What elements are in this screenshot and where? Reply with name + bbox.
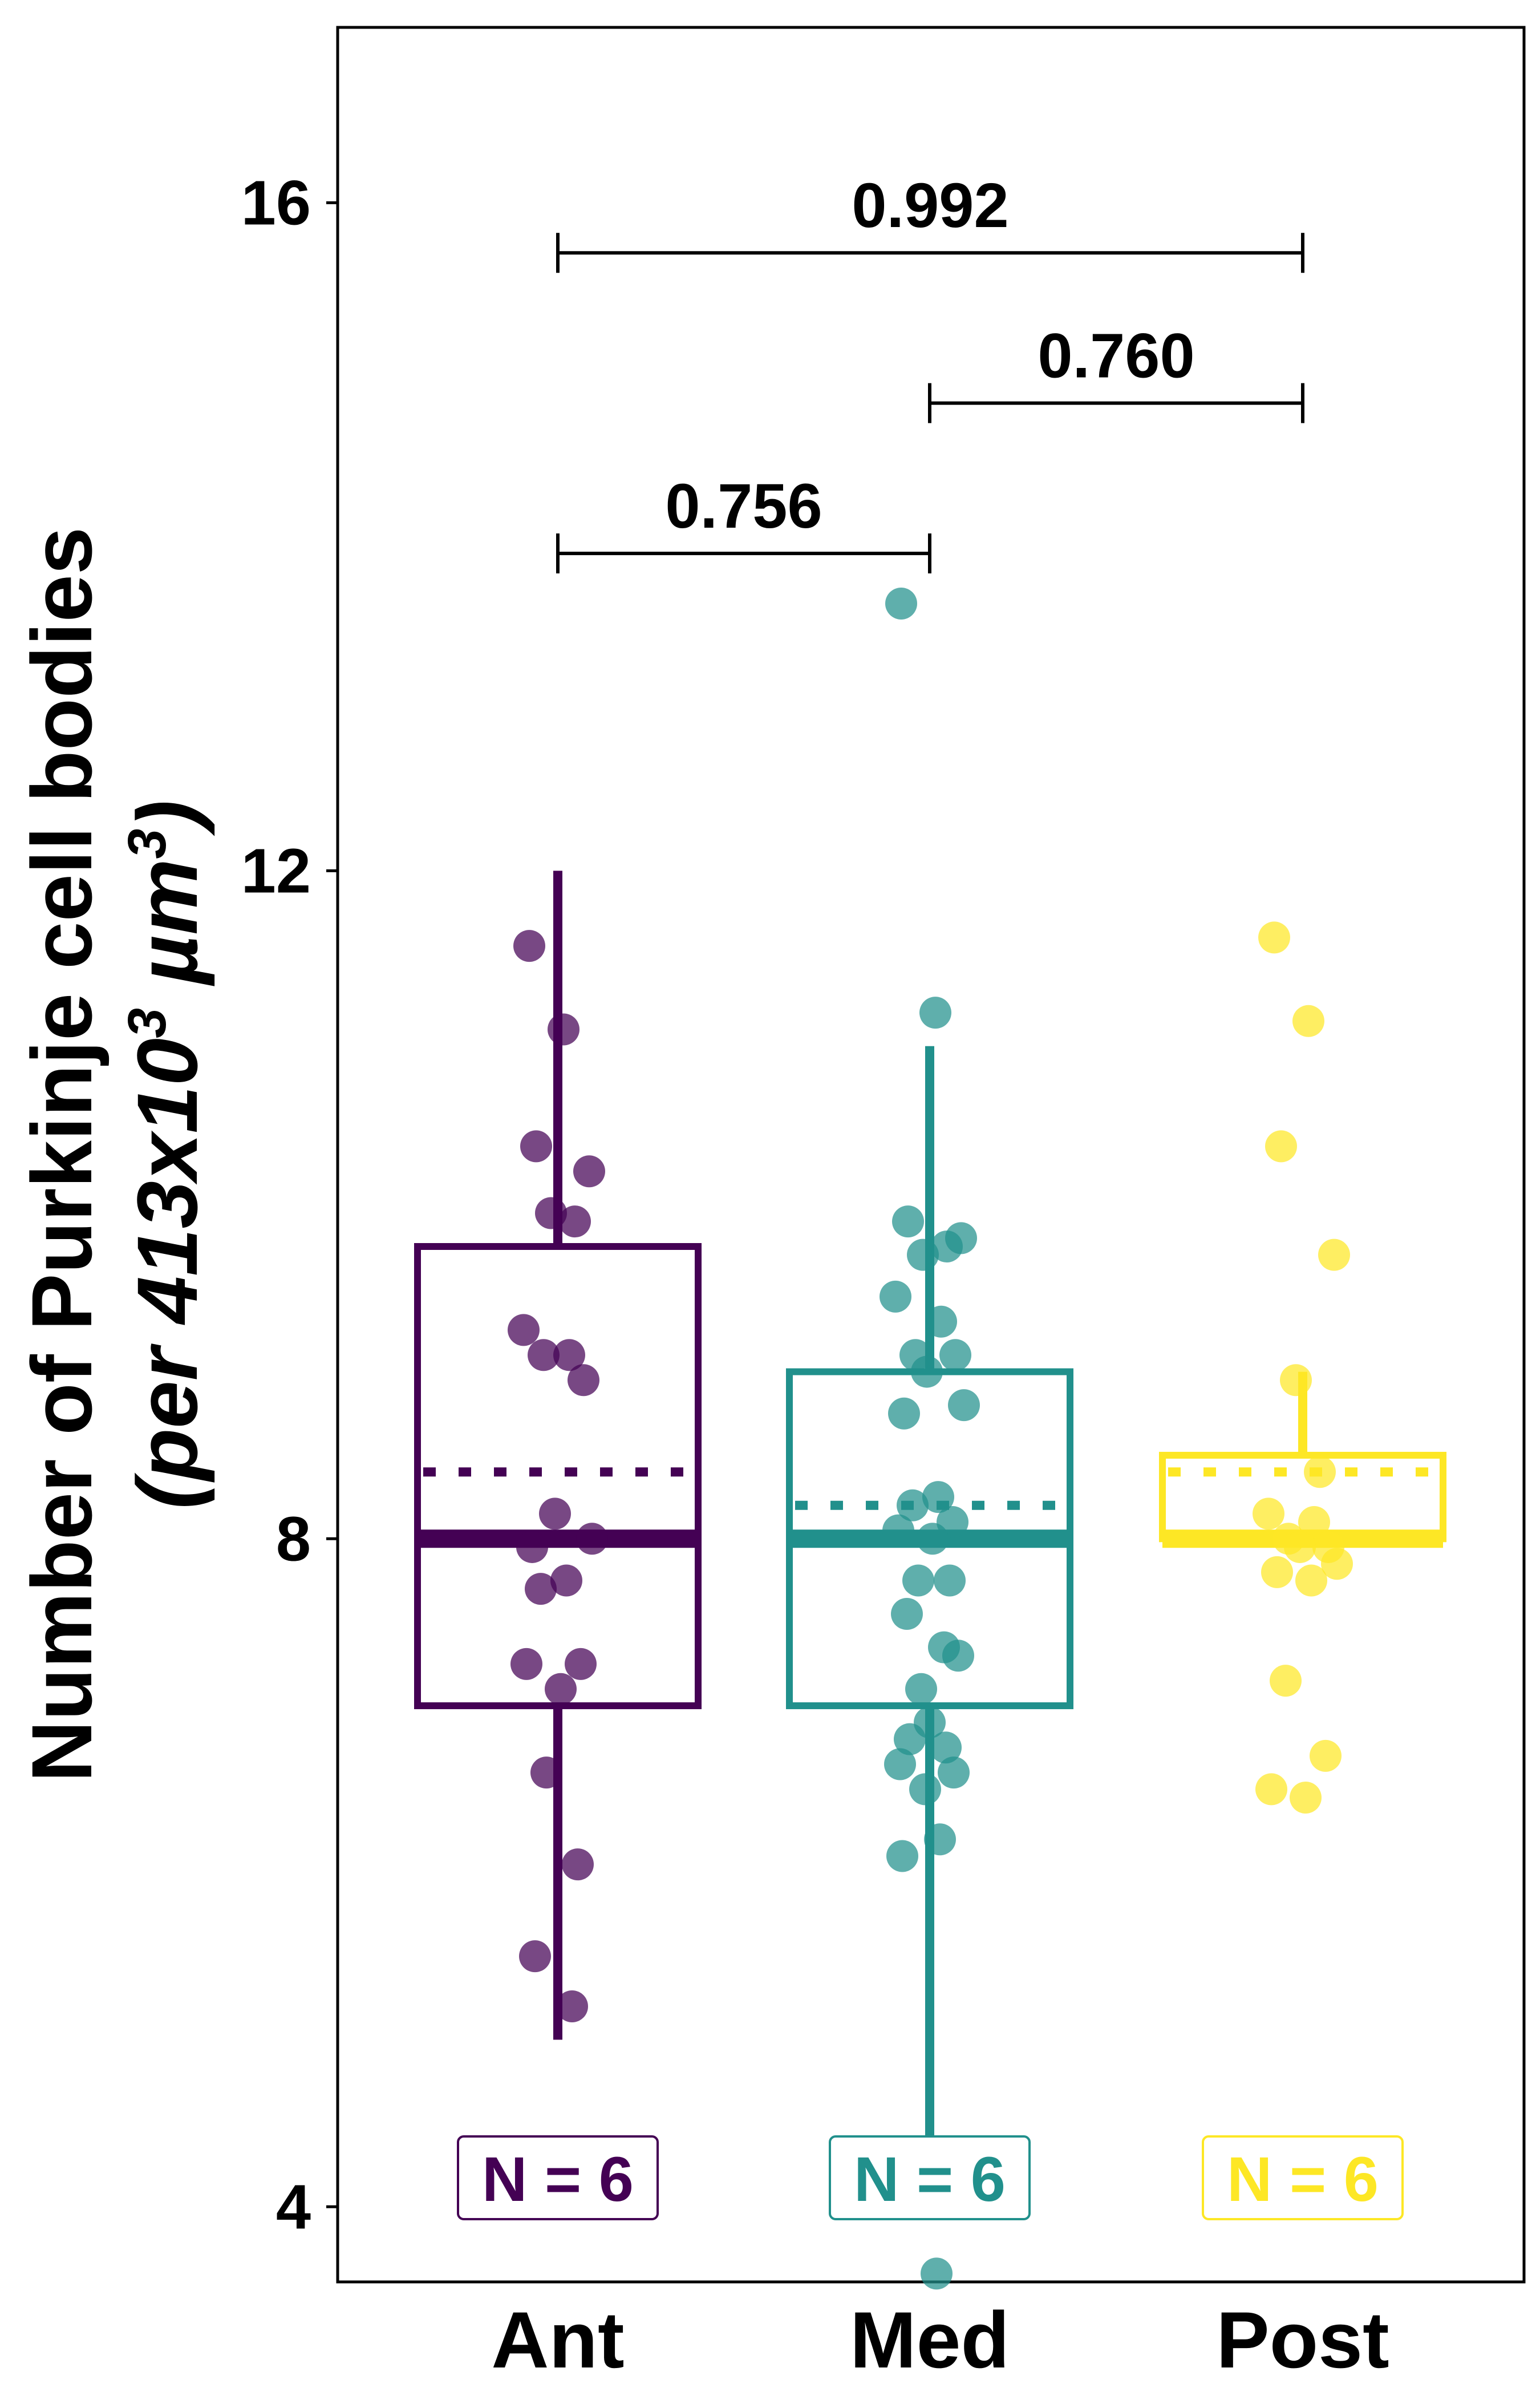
data-point (917, 1523, 949, 1555)
data-point (1261, 1556, 1293, 1588)
data-point (1298, 1506, 1330, 1539)
x-category-label: Ant (491, 2295, 624, 2385)
comparison-brackets: 0.992 0.760 0.756 (556, 171, 1304, 574)
data-point (573, 1155, 605, 1188)
data-point (939, 1339, 971, 1371)
data-point (892, 1205, 924, 1238)
data-point (535, 1197, 567, 1229)
data-point (1318, 1239, 1350, 1271)
data-point (925, 1305, 957, 1338)
data-point (550, 1564, 582, 1597)
y-axis-subtitle: (per 413x103 µm3) (117, 800, 215, 1509)
y-axis-title: Number of Purkinje cell bodies (14, 527, 110, 1783)
data-point (882, 1514, 914, 1547)
data-point (508, 1314, 540, 1346)
data-point (942, 1640, 974, 1672)
data-point (894, 1723, 926, 1755)
data-point (909, 1773, 941, 1806)
data-point (1258, 921, 1290, 954)
data-point (513, 930, 545, 962)
data-point (921, 2257, 953, 2290)
data-point (897, 1489, 929, 1521)
data-point (1284, 1531, 1316, 1563)
y-tick-label: 8 (276, 1504, 311, 1574)
y-tick-label: 12 (241, 836, 311, 906)
p-value-label: 0.756 (665, 471, 822, 541)
data-point (934, 1564, 966, 1597)
data-point (519, 1940, 551, 1973)
data-point (931, 1231, 963, 1263)
x-category-label: Med (850, 2295, 1010, 2385)
data-point (510, 1648, 542, 1680)
data-point (919, 997, 951, 1029)
n-label-box (1202, 2135, 1404, 2220)
data-point (1290, 1782, 1322, 1814)
data-point (539, 1498, 571, 1530)
data-point (884, 1748, 916, 1780)
data-point (1270, 1665, 1302, 1697)
data-point (1304, 1456, 1336, 1488)
n-label-box (457, 2135, 659, 2220)
data-point (562, 1848, 594, 1881)
data-point (520, 1130, 552, 1163)
data-point (1321, 1548, 1353, 1580)
points-layer (508, 587, 1353, 2290)
data-point (1292, 1005, 1324, 1037)
y-tick-label: 16 (241, 168, 311, 238)
data-point (565, 1648, 597, 1680)
data-point (905, 1673, 937, 1705)
y-axis-title-line2: (per 413x103 µm3) (117, 800, 215, 1509)
y-tick-label: 4 (276, 2172, 311, 2242)
data-point (1280, 1364, 1312, 1397)
y-title-sup1: 3 (117, 1008, 177, 1038)
data-point (1255, 1773, 1287, 1806)
data-point (553, 1339, 585, 1371)
data-point (556, 1990, 588, 2022)
n-label-text: N = 6 (854, 2144, 1006, 2215)
data-point (885, 587, 917, 620)
y-title-unit: µm (119, 859, 215, 1007)
x-axis-category-labels: Ant Med Post (491, 2295, 1389, 2385)
data-point (528, 1339, 560, 1371)
data-point (545, 1673, 577, 1705)
n-label-box (829, 2135, 1031, 2220)
data-point (548, 1013, 579, 1046)
data-point (938, 1756, 970, 1789)
data-point (576, 1523, 608, 1555)
data-point (907, 1239, 939, 1271)
data-point (1295, 1564, 1327, 1597)
y-axis-title-line1: Number of Purkinje cell bodies (14, 527, 110, 1783)
data-point (922, 1481, 954, 1513)
data-point (880, 1280, 911, 1313)
y-axis-ticks: 4 8 12 16 (241, 168, 338, 2242)
data-point (516, 1531, 548, 1563)
n-labels: N = 6 N = 6 N = 6 (457, 2135, 1404, 2220)
data-point (1253, 1498, 1284, 1530)
data-point (559, 1205, 591, 1238)
data-point (891, 1598, 923, 1630)
n-label-text: N = 6 (482, 2144, 634, 2215)
data-point (930, 1731, 962, 1764)
data-point (525, 1573, 557, 1605)
data-point (911, 1355, 943, 1388)
data-point (568, 1364, 599, 1397)
data-point (902, 1564, 934, 1597)
n-label-text: N = 6 (1227, 2144, 1379, 2215)
x-category-label: Post (1216, 2295, 1389, 2385)
data-point (888, 1397, 920, 1430)
p-value-label: 0.760 (1038, 321, 1194, 391)
data-point (530, 1756, 562, 1789)
y-title-sup2: 3 (117, 829, 177, 859)
p-value-label: 0.992 (852, 171, 1008, 241)
data-point (1310, 1739, 1342, 1772)
data-point (886, 1840, 918, 1872)
y-title-prefix: (per 413x10 (119, 1038, 215, 1509)
data-point (924, 1823, 956, 1856)
data-point (1265, 1130, 1297, 1163)
data-point (948, 1389, 980, 1422)
